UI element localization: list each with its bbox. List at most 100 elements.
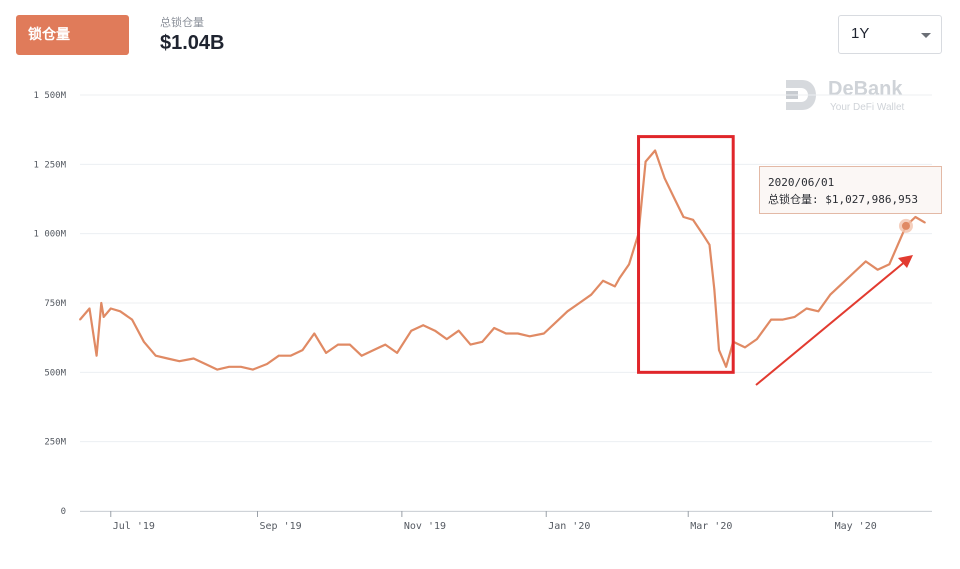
data-point	[817, 310, 820, 313]
data-point	[516, 332, 519, 335]
data-point	[602, 279, 604, 282]
y-tick-label: 500M	[44, 368, 66, 378]
data-point	[914, 216, 917, 218]
tooltip-date: 2020/06/01	[768, 176, 835, 189]
data-point	[422, 324, 425, 327]
x-tick-label: Sep '19	[260, 521, 302, 532]
data-point	[481, 340, 484, 343]
y-axis: 0 250M 500M 750M 1 000M 1 250M 1 500M	[33, 91, 66, 517]
data-point	[542, 332, 545, 335]
data-point	[396, 352, 399, 354]
data-point	[88, 307, 91, 310]
data-point	[755, 338, 758, 340]
data-point	[554, 321, 557, 324]
data-point	[493, 327, 496, 329]
data-point	[95, 354, 98, 357]
y-tick-label: 250M	[44, 438, 66, 448]
time-range-select[interactable]: 1Y	[838, 15, 942, 54]
data-point	[109, 307, 112, 310]
data-point	[277, 354, 280, 357]
y-tick-label: 1 000M	[33, 230, 66, 240]
data-point	[644, 160, 647, 163]
data-point	[528, 335, 531, 338]
data-point	[178, 360, 181, 363]
data-point	[713, 288, 716, 291]
data-point	[228, 365, 231, 368]
data-point	[692, 218, 694, 221]
data-point	[505, 332, 507, 335]
data-point	[682, 216, 685, 218]
data-point	[266, 363, 268, 365]
data-point	[313, 332, 316, 335]
chart-grid	[80, 94, 932, 512]
data-point	[337, 343, 339, 346]
data-point	[204, 363, 207, 365]
y-tick-label: 0	[61, 507, 66, 517]
total-tvl-label: 总锁仓量	[160, 16, 204, 29]
data-point	[744, 346, 746, 349]
data-point	[805, 307, 808, 310]
data-point	[701, 232, 704, 235]
x-tick-label: May '20	[835, 521, 877, 532]
data-point	[119, 310, 122, 313]
data-point	[372, 349, 375, 352]
data-point	[590, 293, 593, 296]
data-point	[192, 357, 195, 360]
data-point	[131, 318, 133, 321]
data-point	[708, 243, 711, 246]
data-point	[663, 177, 666, 180]
total-tvl-metric: 总锁仓量 $1.04B	[160, 14, 225, 55]
data-point	[829, 293, 832, 296]
data-point	[725, 365, 727, 368]
x-tick-label: Jan '20	[548, 521, 590, 532]
x-tick-label: Mar '20	[690, 521, 732, 532]
tvl-tab[interactable]: 锁仓量	[16, 15, 129, 55]
x-axis: Jul '19 Sep '19 Nov '19 Jan '20 Mar '20 May '…	[80, 511, 932, 532]
tooltip-label: 总锁仓量:	[768, 193, 819, 206]
data-point	[924, 221, 926, 224]
data-point	[876, 268, 879, 271]
data-point	[853, 271, 855, 274]
data-point	[154, 354, 157, 357]
data-point	[384, 343, 387, 346]
data-point	[469, 343, 472, 346]
tooltip-value: $1,027,986,953	[825, 193, 918, 206]
data-point	[251, 368, 254, 371]
data-point	[841, 282, 843, 285]
data-point	[770, 318, 772, 321]
data-point	[673, 196, 675, 199]
data-point	[240, 365, 242, 368]
time-range-value: 1Y	[851, 25, 870, 42]
y-tick-label: 750M	[44, 299, 66, 309]
data-point	[289, 354, 292, 357]
trend-arrow-shaft	[755, 259, 908, 386]
data-point	[216, 368, 219, 371]
x-tick-label: Nov '19	[404, 521, 446, 532]
data-point	[360, 354, 363, 357]
logo-tagline: Your DeFi Wallet	[830, 102, 905, 113]
highlight-box	[637, 135, 735, 374]
data-point	[79, 318, 81, 321]
data-point	[566, 310, 569, 313]
data-point	[718, 349, 720, 352]
data-point	[613, 285, 616, 288]
data-point	[325, 352, 328, 354]
data-point	[445, 338, 448, 340]
data-point	[864, 260, 867, 263]
data-point	[654, 149, 656, 152]
highlight-point	[901, 221, 910, 230]
data-tooltip: 2020/06/01 总锁仓量: $1,027,986,953	[759, 166, 942, 214]
chevron-down-icon	[921, 33, 931, 38]
data-point	[618, 277, 621, 279]
data-point	[457, 329, 460, 332]
data-point	[301, 349, 304, 352]
tooltip-row: 总锁仓量: $1,027,986,953	[768, 191, 933, 208]
data-point	[578, 302, 581, 304]
annotation-layer	[637, 135, 913, 386]
data-point	[100, 302, 103, 304]
data-point	[888, 263, 891, 266]
data-point	[102, 315, 105, 318]
data-point	[434, 329, 436, 332]
data-point	[782, 318, 784, 321]
